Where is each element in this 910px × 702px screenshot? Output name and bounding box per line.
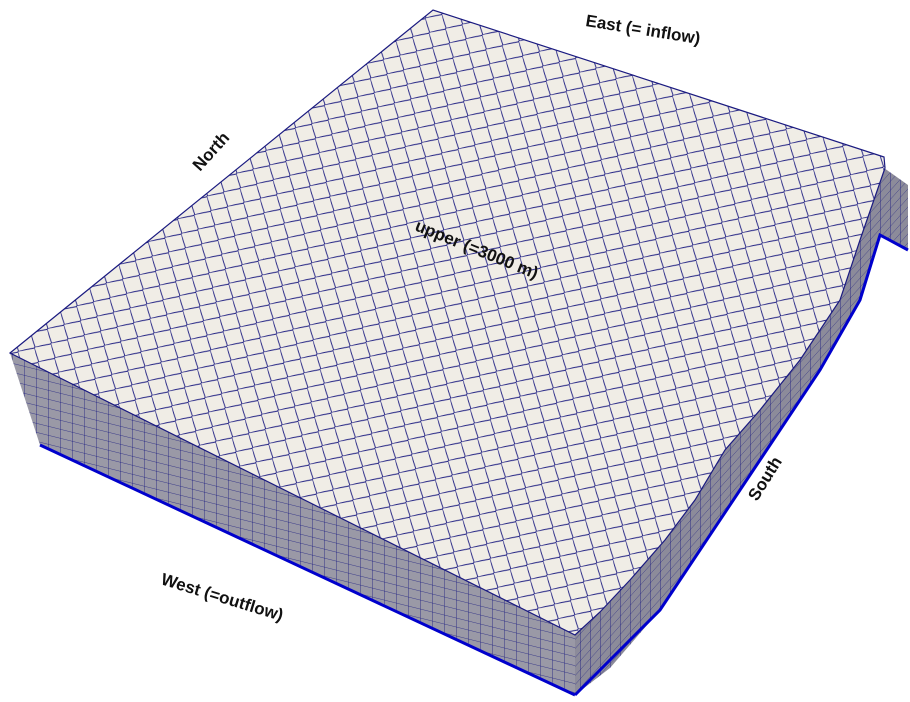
west-label: West (=outflow) xyxy=(159,570,286,625)
south-bottom-edge xyxy=(573,232,909,697)
north-label: North xyxy=(189,128,233,174)
west-face xyxy=(10,353,575,695)
west-bottom-edge xyxy=(39,443,576,697)
top-surface-outline xyxy=(8,9,886,636)
east-label: East (= inflow) xyxy=(584,11,701,48)
